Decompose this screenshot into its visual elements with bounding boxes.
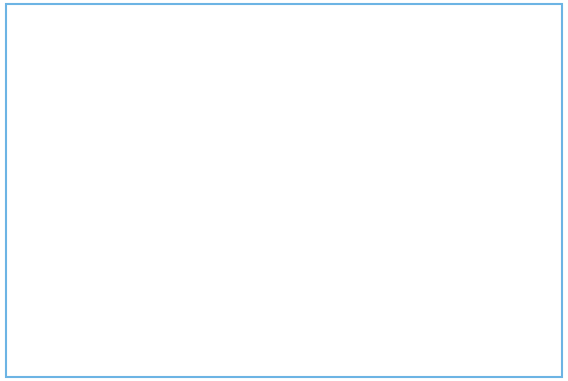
Text: 91.8: 91.8 <box>479 329 504 339</box>
Text: 83.5: 83.5 <box>428 165 450 175</box>
Text: Human: Human <box>201 117 237 127</box>
Text: TriviaQA: TriviaQA <box>84 314 125 324</box>
Text: -: - <box>490 282 493 291</box>
Text: (Single): (Single) <box>235 282 277 291</box>
Text: -: - <box>384 165 387 175</box>
Text: BERT: BERT <box>201 297 226 307</box>
Text: 86.0: 86.0 <box>428 133 450 143</box>
Text: -: - <box>384 181 387 190</box>
Text: 91.7: 91.7 <box>480 133 503 143</box>
Text: -: - <box>340 215 344 225</box>
Text: BiDAF+ELMo (Single): BiDAF+ELMo (Single) <box>201 215 307 225</box>
Text: SQuAD results: SQuAD results <box>84 56 254 76</box>
Text: -: - <box>384 149 387 159</box>
Text: 89.3: 89.3 <box>481 181 503 190</box>
Text: 88.5: 88.5 <box>481 247 503 257</box>
Text: BERT: BERT <box>201 329 229 339</box>
Text: BERT: BERT <box>201 313 226 323</box>
Text: 82.5: 82.5 <box>428 181 450 190</box>
Text: LARGE: LARGE <box>220 299 244 306</box>
Text: EM: EM <box>335 91 349 101</box>
Text: F1: F1 <box>379 91 392 101</box>
Text: 78.9: 78.9 <box>331 231 353 241</box>
Text: 79.5: 79.5 <box>427 231 450 241</box>
Text: #1 Single - nlnet: #1 Single - nlnet <box>201 165 285 175</box>
Text: #1 Ensemble - nlnet: #1 Ensemble - nlnet <box>201 133 303 143</box>
Text: -: - <box>340 181 344 190</box>
Text: 91.1: 91.1 <box>373 329 398 339</box>
Text: 87.4: 87.4 <box>426 345 451 355</box>
Text: (Single): (Single) <box>238 297 280 307</box>
Text: -: - <box>437 282 440 291</box>
Text: (Ensemble): (Ensemble) <box>238 313 298 323</box>
Text: -: - <box>340 165 344 175</box>
Text: LARGE: LARGE <box>220 347 246 353</box>
Text: 84.1: 84.1 <box>331 297 353 307</box>
Text: 82.3: 82.3 <box>428 117 450 127</box>
Text: -: - <box>437 215 440 225</box>
Text: System: System <box>218 91 254 101</box>
Text: R.M. Reader (Single): R.M. Reader (Single) <box>201 231 303 241</box>
Text: (Sgl.+TriviaQA): (Sgl.+TriviaQA) <box>238 329 328 339</box>
Text: 82.3: 82.3 <box>428 247 450 257</box>
Text: Test: Test <box>455 78 475 88</box>
Text: Ours: Ours <box>340 268 364 278</box>
Text: 87.9: 87.9 <box>375 247 397 257</box>
Text: 84.5: 84.5 <box>428 149 450 159</box>
Text: 81.2: 81.2 <box>331 247 353 257</box>
Text: -: - <box>384 117 387 127</box>
Text: Dev: Dev <box>354 78 374 88</box>
Text: 92.2: 92.2 <box>374 345 398 355</box>
Text: 80.8: 80.8 <box>331 282 353 291</box>
Text: 90.9: 90.9 <box>375 297 397 307</box>
Text: -: - <box>437 313 440 323</box>
Text: 90.1: 90.1 <box>481 165 503 175</box>
Text: Leaderboard (Oct 8th, 2018): Leaderboard (Oct 8th, 2018) <box>280 104 423 114</box>
Text: 88.5: 88.5 <box>375 282 397 291</box>
Text: -: - <box>437 297 440 307</box>
Text: 91.8: 91.8 <box>375 313 397 323</box>
Text: 85.8: 85.8 <box>375 215 397 225</box>
Text: (Ens.+TriviaQA): (Ens.+TriviaQA) <box>238 345 330 355</box>
Text: -: - <box>340 149 344 159</box>
Text: Data augmentation in our: Data augmentation in our <box>84 258 214 268</box>
Text: -: - <box>384 133 387 143</box>
Text: EM: EM <box>431 91 446 101</box>
Text: BERT: BERT <box>201 345 229 355</box>
Text: 86.3: 86.3 <box>375 231 397 241</box>
Text: 86.6: 86.6 <box>481 231 503 241</box>
Text: 93.2: 93.2 <box>479 345 504 355</box>
Text: -: - <box>490 313 493 323</box>
Text: LARGE: LARGE <box>220 315 244 321</box>
Text: training on SQuAD and: training on SQuAD and <box>84 295 199 306</box>
Text: Published: Published <box>327 202 376 212</box>
Text: 85.8: 85.8 <box>331 313 353 323</box>
Text: 84.2: 84.2 <box>329 329 354 339</box>
Text: 91.2: 91.2 <box>480 117 503 127</box>
Text: -: - <box>490 297 493 307</box>
Text: 85.1: 85.1 <box>426 329 451 339</box>
Text: #2 Single - QANet: #2 Single - QANet <box>201 181 291 190</box>
Text: F1: F1 <box>485 91 498 101</box>
Text: LARGE: LARGE <box>220 331 246 337</box>
Text: 90.5: 90.5 <box>481 149 503 159</box>
Text: -: - <box>340 133 344 143</box>
Text: R.M. Reader (Ensemble): R.M. Reader (Ensemble) <box>201 247 320 257</box>
Text: BASE: BASE <box>220 283 239 290</box>
Text: submitted system by jointly: submitted system by jointly <box>84 277 223 287</box>
Text: BERT: BERT <box>201 282 226 291</box>
Text: #2 Ensemble - QANet: #2 Ensemble - QANet <box>201 149 310 159</box>
Text: -: - <box>490 215 493 225</box>
Text: 86.2: 86.2 <box>329 345 354 355</box>
Text: -: - <box>340 117 344 127</box>
